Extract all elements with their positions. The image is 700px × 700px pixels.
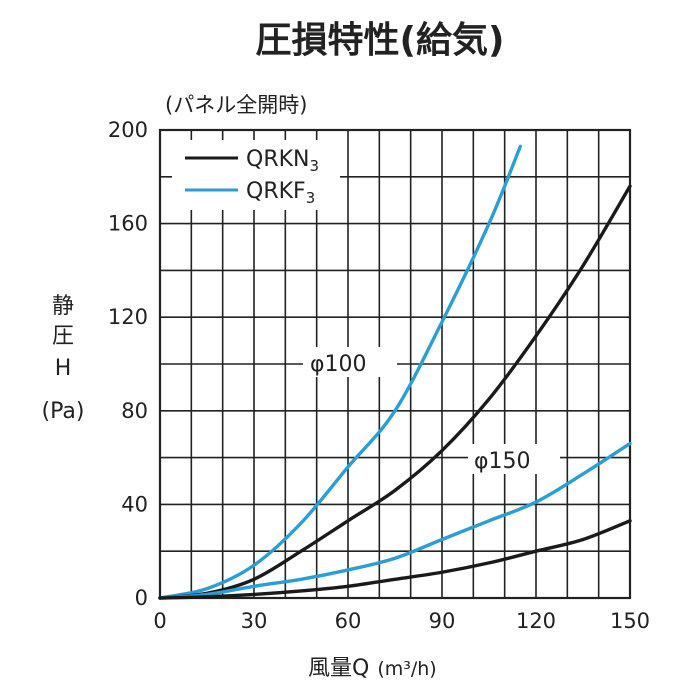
y-axis-label: 静 圧 H (Pa) (42, 294, 85, 424)
legend-background (172, 140, 340, 210)
x-tick-label: 30 (241, 609, 268, 633)
legend: QRKN3 QRKF3 (172, 140, 340, 210)
series-line-qrkn-1 (158, 184, 632, 600)
y-label-line-3: H (55, 356, 72, 381)
tick-labels: 0 30 60 90 120 150 0 40 80 120 160 200 (108, 118, 650, 633)
y-tick-label: 80 (121, 399, 148, 423)
y-tick-label: 160 (108, 212, 148, 236)
y-tick-label: 200 (108, 118, 148, 142)
x-tick-label: 90 (429, 609, 456, 633)
x-tick-label: 150 (610, 609, 650, 633)
series-line-qrkf-0 (158, 144, 523, 600)
annotation-phi150-bg (468, 444, 560, 474)
plot-frame (158, 128, 632, 600)
chart-subtitle: (パネル全開時) (165, 93, 307, 117)
legend-label-qrkn: QRKN3 (246, 147, 319, 175)
x-tick-label: 120 (516, 609, 556, 633)
y-tick-label: 0 (135, 586, 148, 610)
legend-label-qrkf: QRKF3 (246, 179, 315, 207)
annotations: φ100 φ150 (303, 347, 560, 474)
x-tick-label: 0 (153, 609, 166, 633)
series-lines (158, 144, 632, 600)
y-tick-label: 120 (108, 305, 148, 329)
y-label-line-1: 静 (52, 294, 74, 319)
y-tick-label: 40 (121, 492, 148, 516)
annotation-phi100-bg (303, 347, 397, 377)
y-label-line-4: (Pa) (42, 399, 85, 424)
annotation-phi150: φ150 (474, 449, 531, 474)
series-line-qrkf-2 (158, 441, 632, 600)
chart-title: 圧損特性(給気) (256, 20, 505, 61)
y-label-line-2: 圧 (52, 324, 74, 349)
series-line-qrkn-3 (158, 519, 632, 600)
annotation-phi100: φ100 (310, 352, 367, 377)
x-axis-label: 風量Q (m³/h) (308, 656, 437, 681)
x-tick-label: 60 (335, 609, 362, 633)
